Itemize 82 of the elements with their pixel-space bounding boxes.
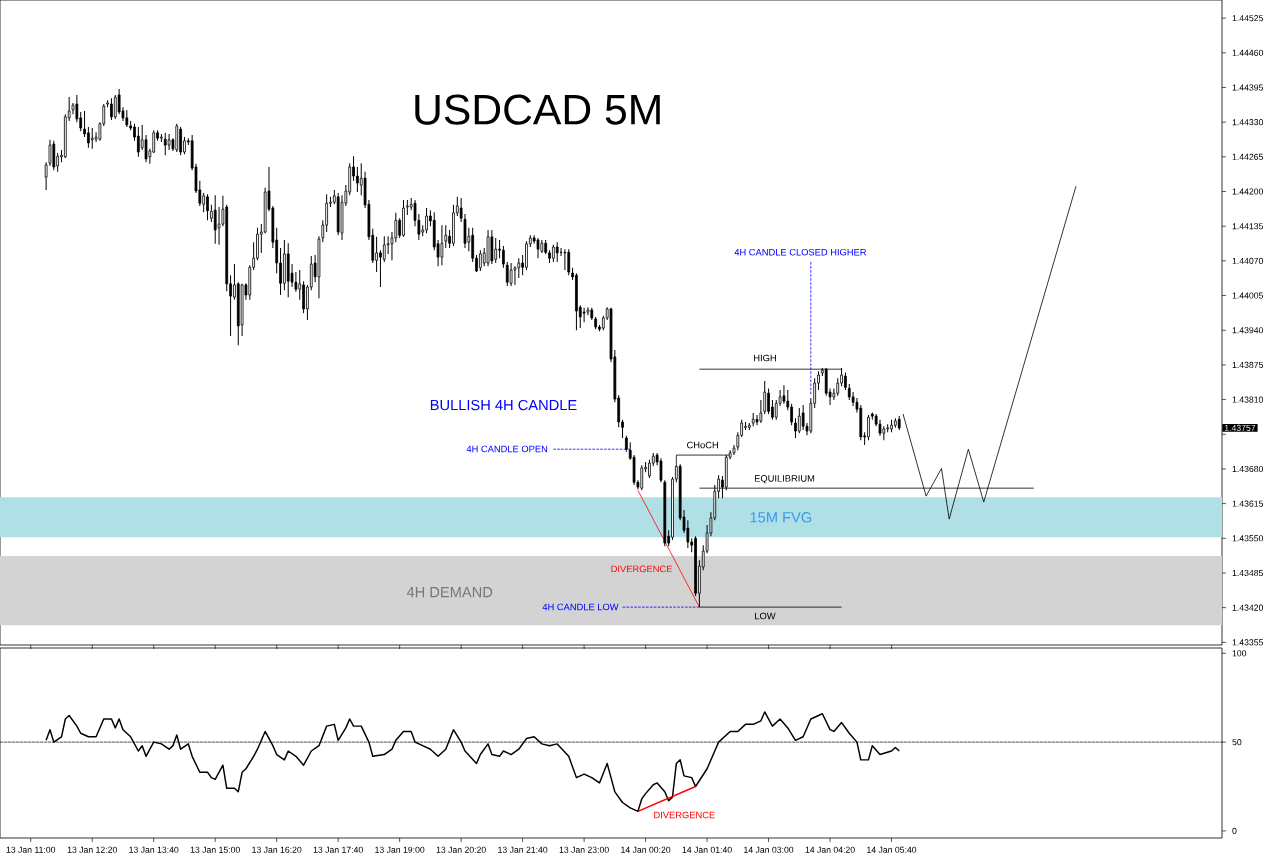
candlestick xyxy=(213,194,217,245)
y-tick-label: 1.44525 xyxy=(1232,15,1264,22)
y-tick-label: 1.43615 xyxy=(1232,500,1264,507)
y-tick-label: 1.43550 xyxy=(1232,535,1264,542)
candlestick xyxy=(509,262,513,287)
annotation: CHoCH xyxy=(687,441,718,449)
y-tick-label: 1.44135 xyxy=(1232,223,1264,230)
y-tick-label: 1.43940 xyxy=(1232,327,1264,334)
x-tick-label: 13 Jan 19:00 xyxy=(375,846,425,853)
candlestick xyxy=(555,241,559,263)
x-tick-label: 13 Jan 13:40 xyxy=(129,846,179,853)
y-tick-label: 1.43355 xyxy=(1232,639,1264,646)
y-tick-label: 100 xyxy=(1232,650,1247,657)
annotation: 15M FVG xyxy=(750,512,812,523)
candlestick xyxy=(375,236,378,273)
candlestick xyxy=(867,414,870,441)
y-tick-label: 1.44460 xyxy=(1232,49,1264,56)
y-tick-label: 1.43420 xyxy=(1232,604,1264,611)
x-tick-label: 13 Jan 12:20 xyxy=(67,846,117,853)
y-tick-label: 1.44330 xyxy=(1232,119,1264,126)
annotation: EQUILIBRIUM xyxy=(754,475,815,484)
candlestick xyxy=(582,307,586,323)
x-tick-label: 14 Jan 04:20 xyxy=(805,846,855,853)
y-tick-label: 0 xyxy=(1232,827,1237,834)
candlestick xyxy=(136,126,140,158)
y-tick-label: 1.43875 xyxy=(1232,361,1264,368)
annotation: DIVERGENCE xyxy=(611,565,672,573)
x-tick-label: 13 Jan 15:00 xyxy=(190,846,240,853)
x-tick-label: 13 Jan 21:40 xyxy=(498,846,548,853)
x-tick-label: 13 Jan 23:00 xyxy=(559,846,609,853)
candlestick xyxy=(90,127,94,150)
x-tick-label: 14 Jan 03:00 xyxy=(744,846,794,853)
candlestick xyxy=(302,280,305,314)
x-tick-label: 14 Jan 00:20 xyxy=(621,846,671,853)
candlestick xyxy=(801,404,805,431)
candlestick xyxy=(110,97,113,121)
annotation: 4H CANDLE OPEN xyxy=(466,445,548,453)
x-tick-label: 13 Jan 17:40 xyxy=(313,846,363,853)
annotation: HIGH xyxy=(754,354,776,362)
candlestick xyxy=(567,248,571,276)
y-tick-label: 1.44070 xyxy=(1232,257,1264,264)
x-tick-label: 14 Jan 01:40 xyxy=(682,846,732,853)
candlestick xyxy=(87,126,90,149)
candlestick xyxy=(536,237,540,259)
annotation: LOW xyxy=(755,612,776,620)
candlestick xyxy=(179,126,182,156)
annotation: 4H CANDLE CLOSED HIGHER xyxy=(734,248,867,256)
candlestick xyxy=(490,229,494,265)
candlestick xyxy=(202,192,206,213)
candlestick xyxy=(167,133,171,151)
annotation: 4H DEMAND xyxy=(406,587,493,598)
candlestick xyxy=(494,237,498,264)
candlestick xyxy=(563,248,567,271)
candlestick xyxy=(525,240,528,271)
candlestick xyxy=(382,235,386,263)
candlestick xyxy=(648,459,651,479)
y-tick-label: 1.43680 xyxy=(1232,465,1264,473)
candlestick xyxy=(425,207,428,234)
text: 1.43757 xyxy=(1224,424,1256,431)
y-tick-label: 1.44005 xyxy=(1232,292,1264,299)
annotation: BULLISH 4H CANDLE xyxy=(430,399,577,411)
candlestick xyxy=(797,407,801,434)
candlestick xyxy=(52,140,56,171)
candlestick xyxy=(767,387,770,415)
y-tick-label: 1.43485 xyxy=(1232,569,1264,577)
y-tick-label: 1.44265 xyxy=(1232,153,1264,160)
text: USDCAD 5M xyxy=(415,94,660,125)
x-tick-label: 13 Jan 11:00 xyxy=(6,846,56,853)
y-tick-label: 1.43810 xyxy=(1232,396,1264,403)
candlestick xyxy=(206,193,209,221)
annotation: 4H CANDLE LOW xyxy=(542,603,619,611)
y-tick-label: 1.44200 xyxy=(1232,188,1264,195)
y-tick-label: 1.44395 xyxy=(1232,84,1264,91)
x-tick-label: 13 Jan 16:20 xyxy=(252,846,302,853)
candlestick xyxy=(356,166,359,193)
annotation: DIVERGENCE xyxy=(654,811,715,819)
x-tick-label: 13 Jan 20:20 xyxy=(436,846,486,853)
candlestick xyxy=(163,132,167,156)
x-tick-label: 14 Jan 05:40 xyxy=(867,846,917,853)
y-tick-label: 50 xyxy=(1232,739,1242,746)
candlestick xyxy=(440,224,444,266)
candlestick xyxy=(640,464,644,491)
